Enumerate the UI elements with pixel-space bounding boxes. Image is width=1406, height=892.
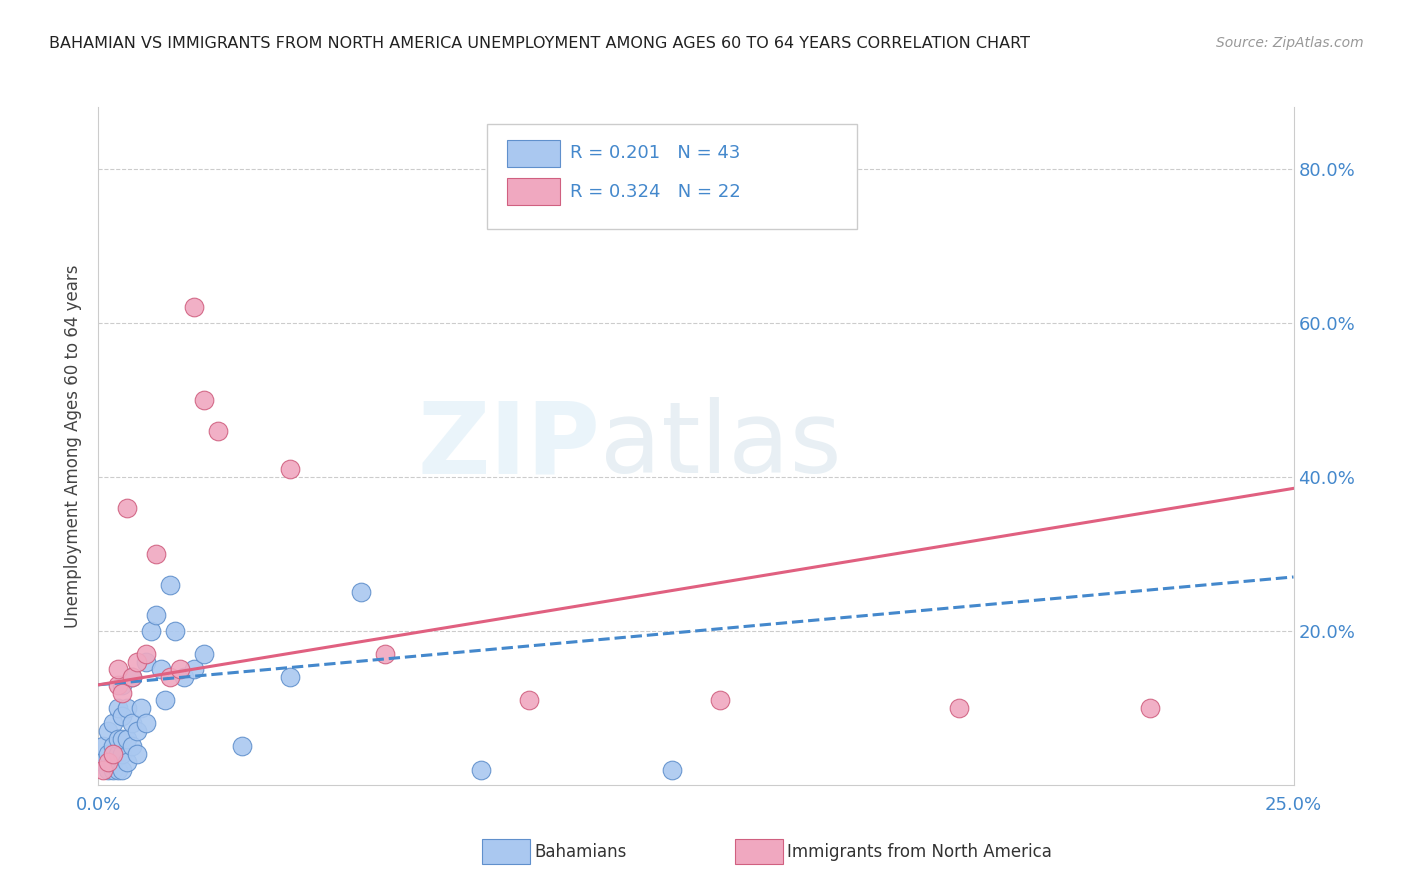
Text: R = 0.324   N = 22: R = 0.324 N = 22 [571,183,741,201]
Point [121,670,143,684]
Point [948,701,970,715]
Point [97,763,120,777]
Point [115,701,138,715]
Point [350,585,373,599]
Point [131,701,153,715]
Point [517,693,540,707]
Point [193,647,215,661]
Text: Immigrants from North America: Immigrants from North America [787,843,1052,861]
FancyBboxPatch shape [486,124,858,229]
Point [97,755,120,769]
Point [115,755,138,769]
Text: ZIP: ZIP [418,398,600,494]
Text: atlas: atlas [600,398,842,494]
Point [121,716,143,731]
Point [111,708,134,723]
Point [470,763,492,777]
Point [125,724,148,739]
Text: Bahamians: Bahamians [534,843,627,861]
Point [121,739,143,754]
Point [207,424,229,438]
Point [125,655,148,669]
Point [97,747,120,761]
Point [149,662,172,676]
Point [159,670,181,684]
Point [183,662,205,676]
Point [91,763,114,777]
Point [111,731,134,746]
Point [101,755,124,769]
Point [145,608,167,623]
Point [121,670,143,684]
Point [111,763,134,777]
Point [101,739,124,754]
Point [709,693,731,707]
Point [155,693,177,707]
Point [125,747,148,761]
Point [661,763,683,777]
Point [107,662,129,676]
Point [231,739,253,754]
Point [173,670,195,684]
Point [101,747,124,761]
Point [135,647,157,661]
Point [101,763,124,777]
Point [193,392,215,407]
Point [169,662,191,676]
Point [91,755,114,769]
Point [145,547,167,561]
Point [111,747,134,761]
Point [107,678,129,692]
Point [91,739,114,754]
Point [107,731,129,746]
Point [101,716,124,731]
Point [111,685,134,699]
Point [1139,701,1161,715]
Text: BAHAMIAN VS IMMIGRANTS FROM NORTH AMERICA UNEMPLOYMENT AMONG AGES 60 TO 64 YEARS: BAHAMIAN VS IMMIGRANTS FROM NORTH AMERIC… [49,36,1031,51]
Point [163,624,186,638]
Point [111,678,134,692]
Point [107,701,129,715]
Point [278,462,301,476]
Point [97,724,120,739]
Text: R = 0.201   N = 43: R = 0.201 N = 43 [571,145,741,162]
Y-axis label: Unemployment Among Ages 60 to 64 years: Unemployment Among Ages 60 to 64 years [65,264,83,628]
Point [135,716,157,731]
FancyBboxPatch shape [508,178,560,205]
Point [115,731,138,746]
Point [159,577,181,591]
Point [139,624,162,638]
Point [107,747,129,761]
Text: Source: ZipAtlas.com: Source: ZipAtlas.com [1216,36,1364,50]
Point [107,763,129,777]
Point [183,301,205,315]
Point [374,647,396,661]
FancyBboxPatch shape [508,139,560,167]
Point [115,500,138,515]
Point [135,655,157,669]
Point [278,670,301,684]
